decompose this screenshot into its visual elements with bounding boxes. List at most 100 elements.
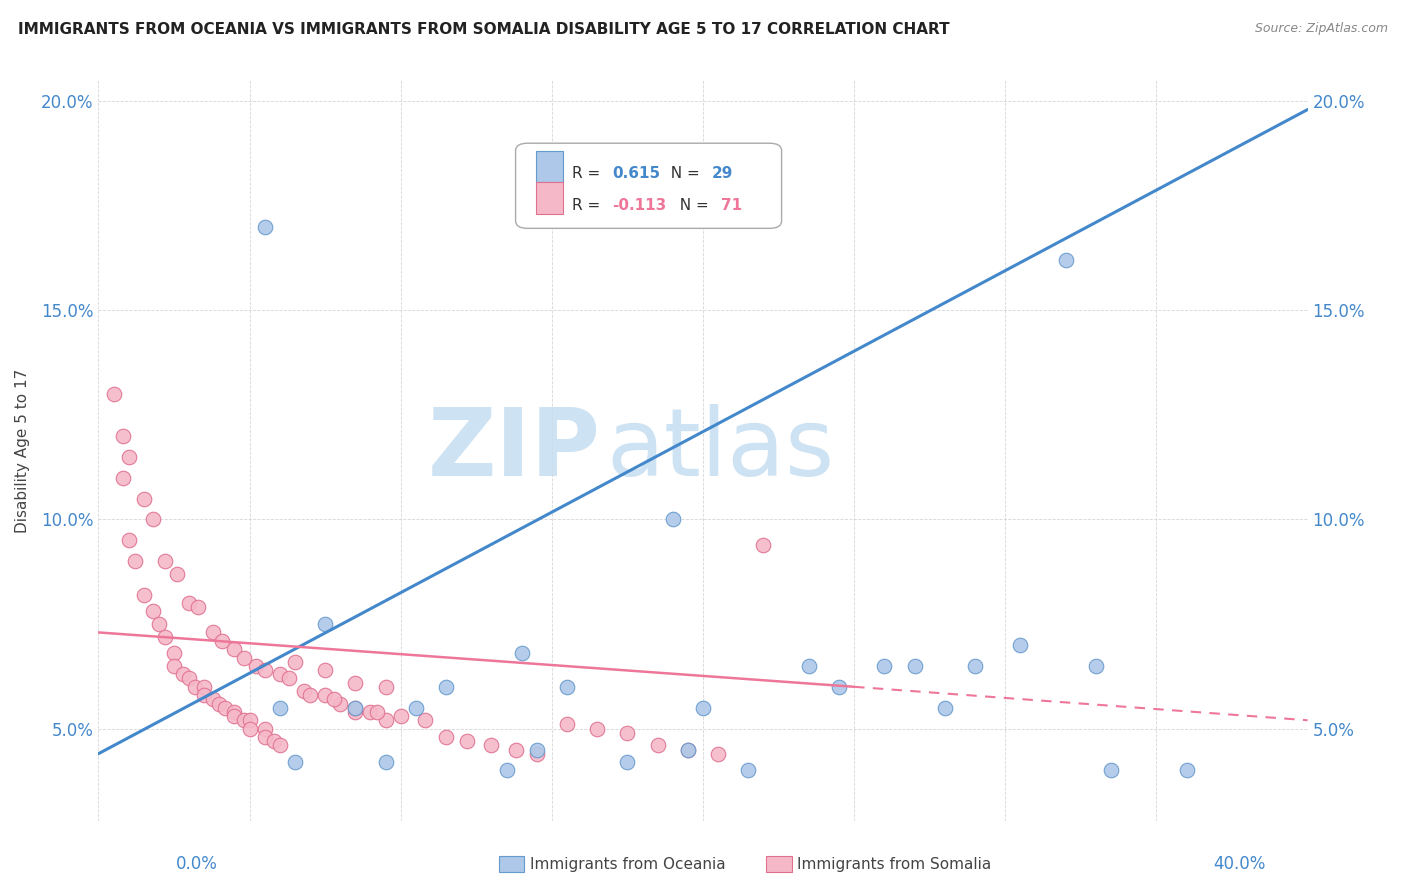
Point	[434, 680, 457, 694]
Point	[752, 538, 775, 552]
Point	[284, 755, 307, 769]
Point	[224, 642, 246, 657]
Point	[124, 554, 146, 568]
Point	[269, 667, 291, 681]
Text: 71: 71	[721, 198, 742, 213]
Point	[163, 646, 186, 660]
Point	[163, 658, 186, 673]
Point	[132, 588, 155, 602]
Point	[148, 617, 170, 632]
Point	[555, 717, 578, 731]
Point	[374, 680, 396, 694]
Point	[239, 713, 262, 727]
Point	[526, 742, 548, 756]
Point	[172, 667, 194, 681]
Point	[263, 734, 285, 748]
Point	[707, 747, 730, 761]
Point	[360, 705, 382, 719]
Point	[873, 658, 896, 673]
Point	[314, 663, 336, 677]
Point	[366, 705, 388, 719]
Point	[389, 709, 412, 723]
Point	[505, 742, 527, 756]
Point	[413, 713, 436, 727]
Point	[245, 658, 267, 673]
Text: R =: R =	[572, 166, 606, 181]
Point	[253, 219, 276, 234]
Point	[232, 650, 254, 665]
Point	[299, 688, 322, 702]
Point	[184, 680, 207, 694]
Point	[647, 739, 669, 753]
Point	[344, 700, 367, 714]
Point	[253, 730, 276, 744]
Point	[1175, 764, 1198, 778]
Point	[187, 600, 209, 615]
Point	[269, 739, 291, 753]
Point	[344, 675, 367, 690]
Point	[676, 742, 699, 756]
Text: Immigrants from Somalia: Immigrants from Somalia	[797, 857, 991, 871]
Point	[1010, 638, 1032, 652]
Text: ZIP: ZIP	[427, 404, 600, 497]
Point	[344, 700, 367, 714]
Point	[495, 764, 517, 778]
Point	[797, 658, 820, 673]
Point	[374, 713, 396, 727]
Point	[269, 700, 291, 714]
Point	[284, 655, 307, 669]
Point	[456, 734, 478, 748]
Point	[434, 730, 457, 744]
Y-axis label: Disability Age 5 to 17: Disability Age 5 to 17	[15, 368, 30, 533]
Point	[253, 722, 276, 736]
Point	[142, 605, 165, 619]
Point	[179, 596, 201, 610]
Point	[142, 512, 165, 526]
Point	[211, 633, 233, 648]
Point	[344, 705, 367, 719]
Point	[153, 554, 176, 568]
Point	[1085, 658, 1108, 673]
Point	[208, 697, 231, 711]
Point	[253, 663, 276, 677]
Point	[555, 680, 578, 694]
Text: N =: N =	[671, 198, 714, 213]
Point	[828, 680, 851, 694]
Point	[214, 700, 236, 714]
Point	[329, 697, 352, 711]
Point	[111, 470, 134, 484]
Text: R =: R =	[572, 198, 606, 213]
Point	[616, 755, 638, 769]
Point	[224, 705, 246, 719]
Point	[904, 658, 927, 673]
Point	[314, 688, 336, 702]
Text: IMMIGRANTS FROM OCEANIA VS IMMIGRANTS FROM SOMALIA DISABILITY AGE 5 TO 17 CORREL: IMMIGRANTS FROM OCEANIA VS IMMIGRANTS FR…	[18, 22, 950, 37]
FancyBboxPatch shape	[536, 151, 562, 182]
Point	[103, 387, 125, 401]
Point	[737, 764, 759, 778]
Point	[202, 692, 225, 706]
Point	[405, 700, 427, 714]
Point	[202, 625, 225, 640]
Point	[692, 700, 714, 714]
Point	[224, 709, 246, 723]
Point	[153, 630, 176, 644]
FancyBboxPatch shape	[516, 144, 782, 228]
Text: N =: N =	[661, 166, 704, 181]
Text: 0.615: 0.615	[613, 166, 661, 181]
Point	[193, 688, 215, 702]
Point	[277, 672, 299, 686]
Text: -0.113: -0.113	[613, 198, 666, 213]
Point	[132, 491, 155, 506]
Point	[314, 617, 336, 632]
Point	[526, 747, 548, 761]
Point	[323, 692, 346, 706]
Point	[934, 700, 956, 714]
Point	[661, 512, 683, 526]
Point	[965, 658, 987, 673]
Text: 29: 29	[711, 166, 733, 181]
Text: 0.0%: 0.0%	[176, 855, 218, 872]
Text: Source: ZipAtlas.com: Source: ZipAtlas.com	[1254, 22, 1388, 36]
Point	[118, 450, 141, 464]
Point	[510, 646, 533, 660]
